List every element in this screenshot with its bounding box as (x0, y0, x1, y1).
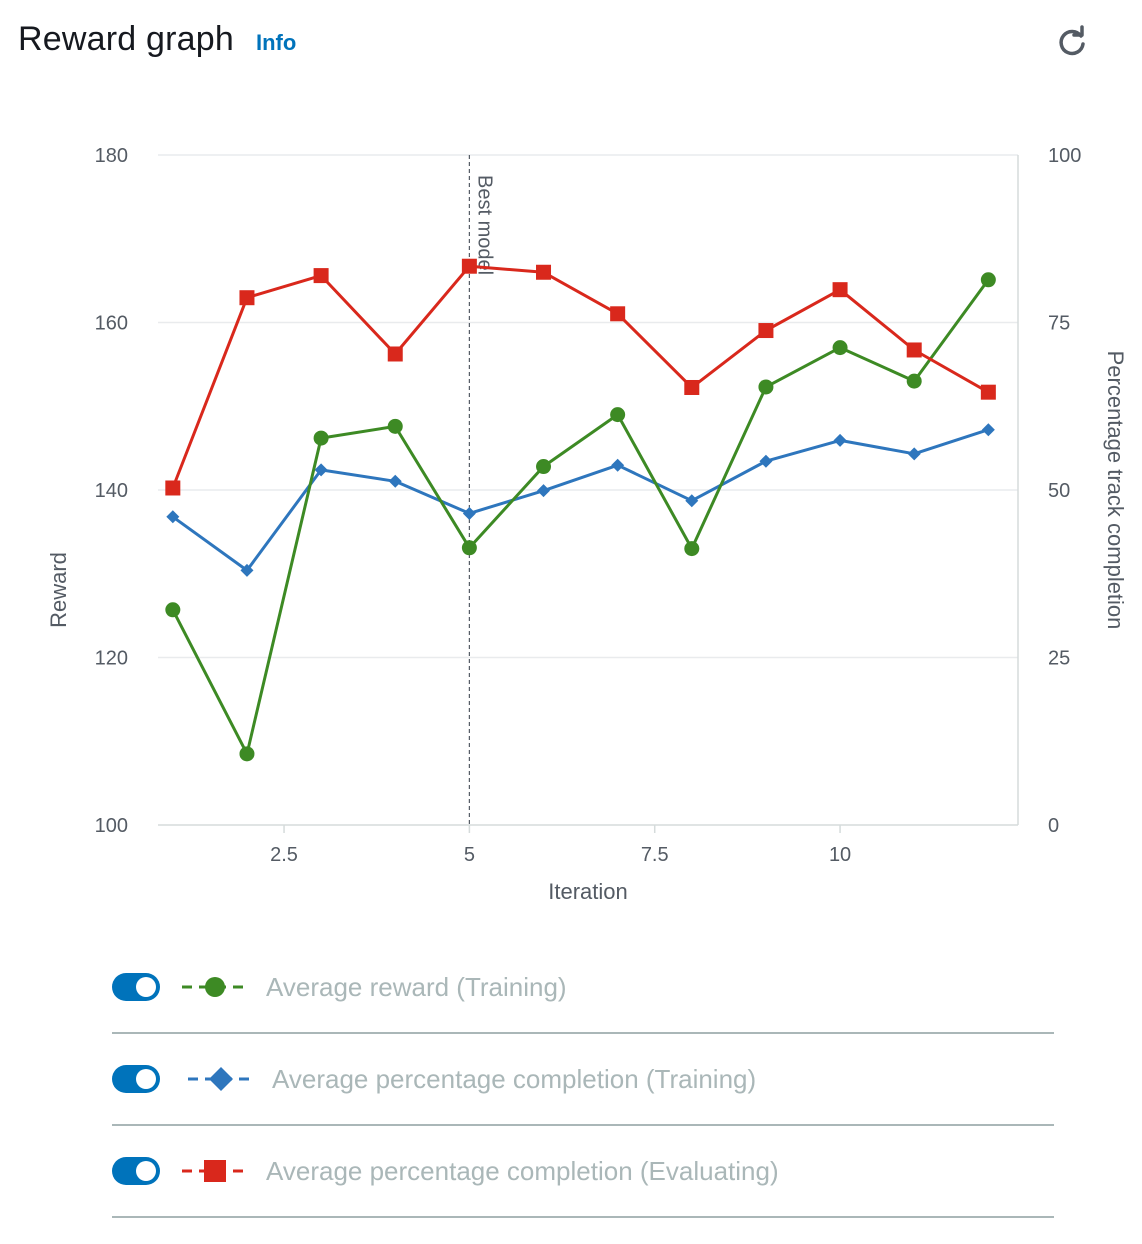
y-tick-label: 160 (95, 313, 128, 335)
series-square (165, 258, 996, 496)
data-point (906, 342, 922, 358)
reward-chart: 100 120 140 160 180 0 25 50 75 100 2.5 5 7.5 10 Ite… (46, 145, 1128, 904)
y2-tick-label: 25 (1048, 648, 1070, 670)
series-line (171, 278, 990, 756)
data-point (832, 282, 848, 298)
y2-axis-label: Percentage track completion (1103, 351, 1128, 630)
data-point (907, 447, 921, 461)
data-point (314, 463, 328, 477)
info-link[interactable]: Info (255, 30, 297, 55)
y2-tick-label: 100 (1048, 145, 1081, 167)
data-point (758, 379, 774, 395)
data-point (685, 494, 699, 508)
x-tick-label: 5 (464, 844, 475, 866)
x-tick-label: 2.5 (270, 844, 298, 866)
data-point (906, 373, 922, 389)
refresh-button[interactable] (1052, 22, 1092, 62)
data-point (832, 340, 848, 356)
data-point (536, 459, 552, 475)
y2-tick-label: 50 (1048, 480, 1070, 502)
legend-label: Average percentage completion (Evaluatin… (266, 1155, 779, 1186)
legend-item-completion-evaluating: Average percentage completion (Evaluatin… (112, 1126, 1054, 1218)
data-point (462, 506, 476, 520)
y-tick-label: 120 (95, 648, 128, 670)
data-point (239, 290, 255, 306)
y2-tick-label: 75 (1048, 313, 1070, 335)
series-diamond (166, 423, 995, 577)
data-point (461, 258, 477, 274)
toggle-knob (136, 1069, 156, 1089)
data-point (461, 540, 477, 556)
legend-label: Average percentage completion (Training) (272, 1063, 757, 1094)
data-point (239, 746, 255, 762)
chart-legend: Average reward (Training) Average percen… (112, 942, 1054, 1218)
x-axis-label: Iteration (548, 879, 628, 904)
legend-circle-icon (182, 977, 248, 997)
chart-grid (158, 154, 1018, 659)
data-point (537, 484, 551, 498)
y-axis-label: Reward (46, 552, 71, 628)
y2-tick-label: 0 (1048, 815, 1059, 837)
data-point (165, 480, 181, 496)
data-point (611, 458, 625, 472)
x-tick-label: 10 (829, 844, 851, 866)
data-point (240, 563, 254, 577)
refresh-icon (1059, 25, 1085, 56)
y-tick-label: 140 (95, 480, 128, 502)
toggle-completion-evaluating[interactable] (112, 1157, 160, 1185)
y-tick-label: 100 (95, 815, 128, 837)
panel-title: Reward graph (18, 20, 234, 58)
x-tick-label: 7.5 (641, 844, 669, 866)
y-tick-label: 180 (95, 145, 128, 167)
left-axis-ticks: 100 120 140 160 180 (95, 145, 128, 837)
legend-label: Average reward (Training) (266, 971, 567, 1002)
data-point (684, 541, 700, 557)
toggle-reward-training[interactable] (112, 973, 160, 1001)
best-model-label: Best model (473, 175, 495, 275)
x-axis-ticks: 2.5 5 7.5 10 (270, 825, 851, 866)
data-point (758, 323, 774, 339)
data-point (833, 433, 847, 447)
toggle-completion-training[interactable] (112, 1065, 160, 1093)
series-line (171, 264, 990, 489)
toggle-knob (136, 1161, 156, 1181)
data-point (980, 272, 996, 288)
legend-item-reward-training: Average reward (Training) (112, 942, 1054, 1034)
legend-diamond-icon (188, 1067, 254, 1091)
data-point (313, 430, 329, 446)
data-point (387, 346, 403, 362)
legend-square-icon (182, 1160, 248, 1182)
data-point (759, 454, 773, 468)
data-point (980, 384, 996, 400)
data-point (610, 407, 626, 423)
data-point (165, 602, 181, 618)
best-model-annotation: Best model (468, 155, 495, 825)
toggle-knob (136, 977, 156, 997)
series-circle (165, 272, 996, 762)
panel-header: Reward graph Info (18, 20, 296, 68)
data-point (981, 423, 995, 437)
right-axis-ticks: 0 25 50 75 100 (1048, 145, 1081, 837)
data-point (536, 264, 552, 280)
data-point (313, 268, 329, 284)
data-point (388, 474, 402, 488)
chart-series (165, 258, 996, 762)
data-point (610, 306, 626, 322)
data-point (166, 510, 180, 524)
data-point (387, 418, 403, 434)
legend-item-completion-training: Average percentage completion (Training) (112, 1034, 1054, 1126)
data-point (684, 379, 700, 395)
